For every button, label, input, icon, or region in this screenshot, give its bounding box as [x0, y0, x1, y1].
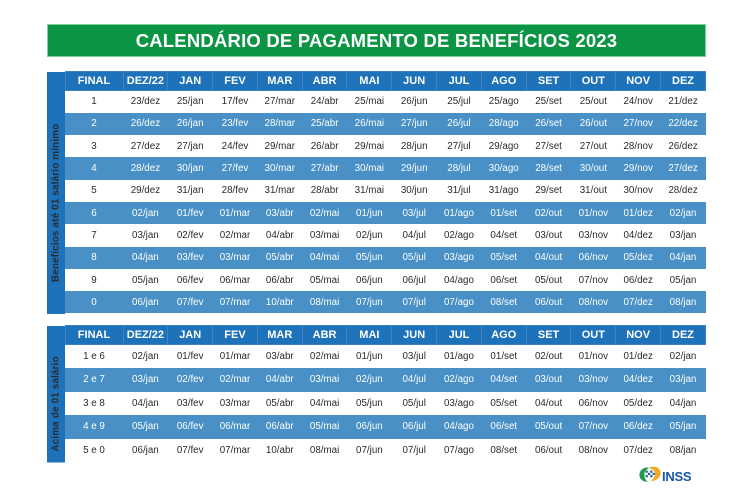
svg-text:INSS: INSS: [662, 469, 692, 484]
